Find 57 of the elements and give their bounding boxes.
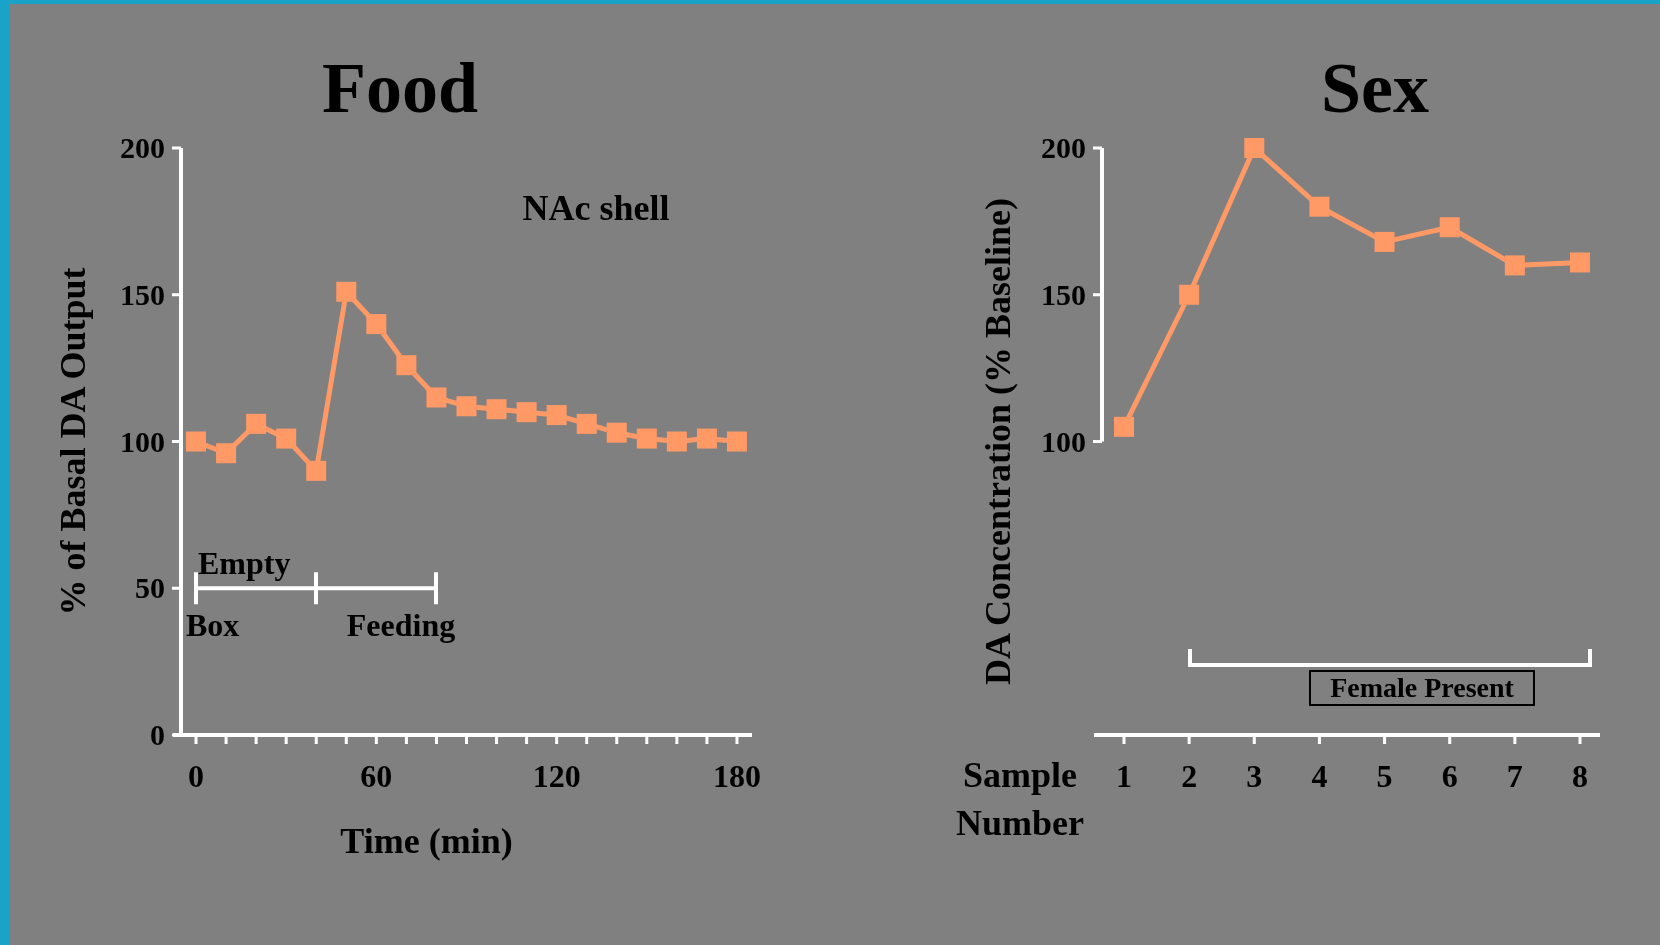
x-tick-label: 180 (712, 758, 761, 794)
point (1374, 231, 1395, 252)
y-tick-label: 100 (120, 424, 165, 458)
point (336, 281, 357, 302)
point (636, 428, 657, 449)
x-tick-label: 2 (1181, 758, 1198, 794)
point (186, 431, 207, 452)
annotation: Empty Box (186, 545, 291, 644)
x-tick-label: 5 (1376, 758, 1393, 794)
y-axis-title: DA Concentration (% Baseline) (978, 198, 1018, 685)
annotation: NAc shell (522, 188, 670, 228)
point (216, 443, 237, 464)
point (1309, 196, 1330, 217)
x-axis-title: Time (min) (340, 821, 513, 861)
x-tick-label: 8 (1572, 758, 1588, 794)
x-tick-label: 120 (532, 758, 581, 794)
x-tick-label: 4 (1311, 758, 1328, 794)
annotation: Female Present (1330, 672, 1515, 703)
y-tick-label: 50 (135, 571, 165, 605)
chart-title: Food (321, 48, 479, 128)
x-tick-label: 1 (1116, 758, 1132, 794)
point (306, 460, 327, 481)
point (1244, 138, 1265, 158)
x-tick-label: 3 (1246, 758, 1263, 794)
point (696, 428, 717, 449)
y-tick-label: 150 (120, 277, 165, 311)
point (246, 413, 267, 434)
point (516, 402, 537, 423)
point (1439, 217, 1460, 238)
y-tick-label: 0 (150, 718, 165, 751)
x-axis-title: Sample Number (956, 755, 1085, 843)
point (396, 355, 417, 376)
point (1114, 416, 1134, 437)
annotation: Feeding (346, 607, 456, 644)
x-tick-label: 7 (1506, 758, 1523, 794)
point (606, 422, 627, 443)
point (1504, 255, 1525, 276)
point (666, 431, 687, 452)
chart-title: Sex (1321, 48, 1429, 128)
y-tick-label: 200 (1041, 131, 1086, 164)
point (366, 314, 387, 335)
point (546, 405, 567, 426)
x-tick-label: 6 (1441, 758, 1458, 794)
y-tick-label: 150 (1041, 277, 1086, 311)
point (726, 431, 747, 452)
point (456, 396, 477, 417)
x-tick-label: 0 (188, 758, 205, 794)
point (426, 387, 447, 408)
y-tick-label: 100 (1041, 424, 1086, 458)
point (576, 413, 597, 434)
point (1179, 284, 1200, 305)
point (276, 428, 297, 449)
point (1570, 252, 1590, 273)
point (486, 399, 507, 420)
y-axis-title: % of Basal DA Output (53, 267, 93, 616)
y-tick-label: 200 (120, 131, 165, 164)
x-tick-label: 60 (360, 758, 393, 794)
